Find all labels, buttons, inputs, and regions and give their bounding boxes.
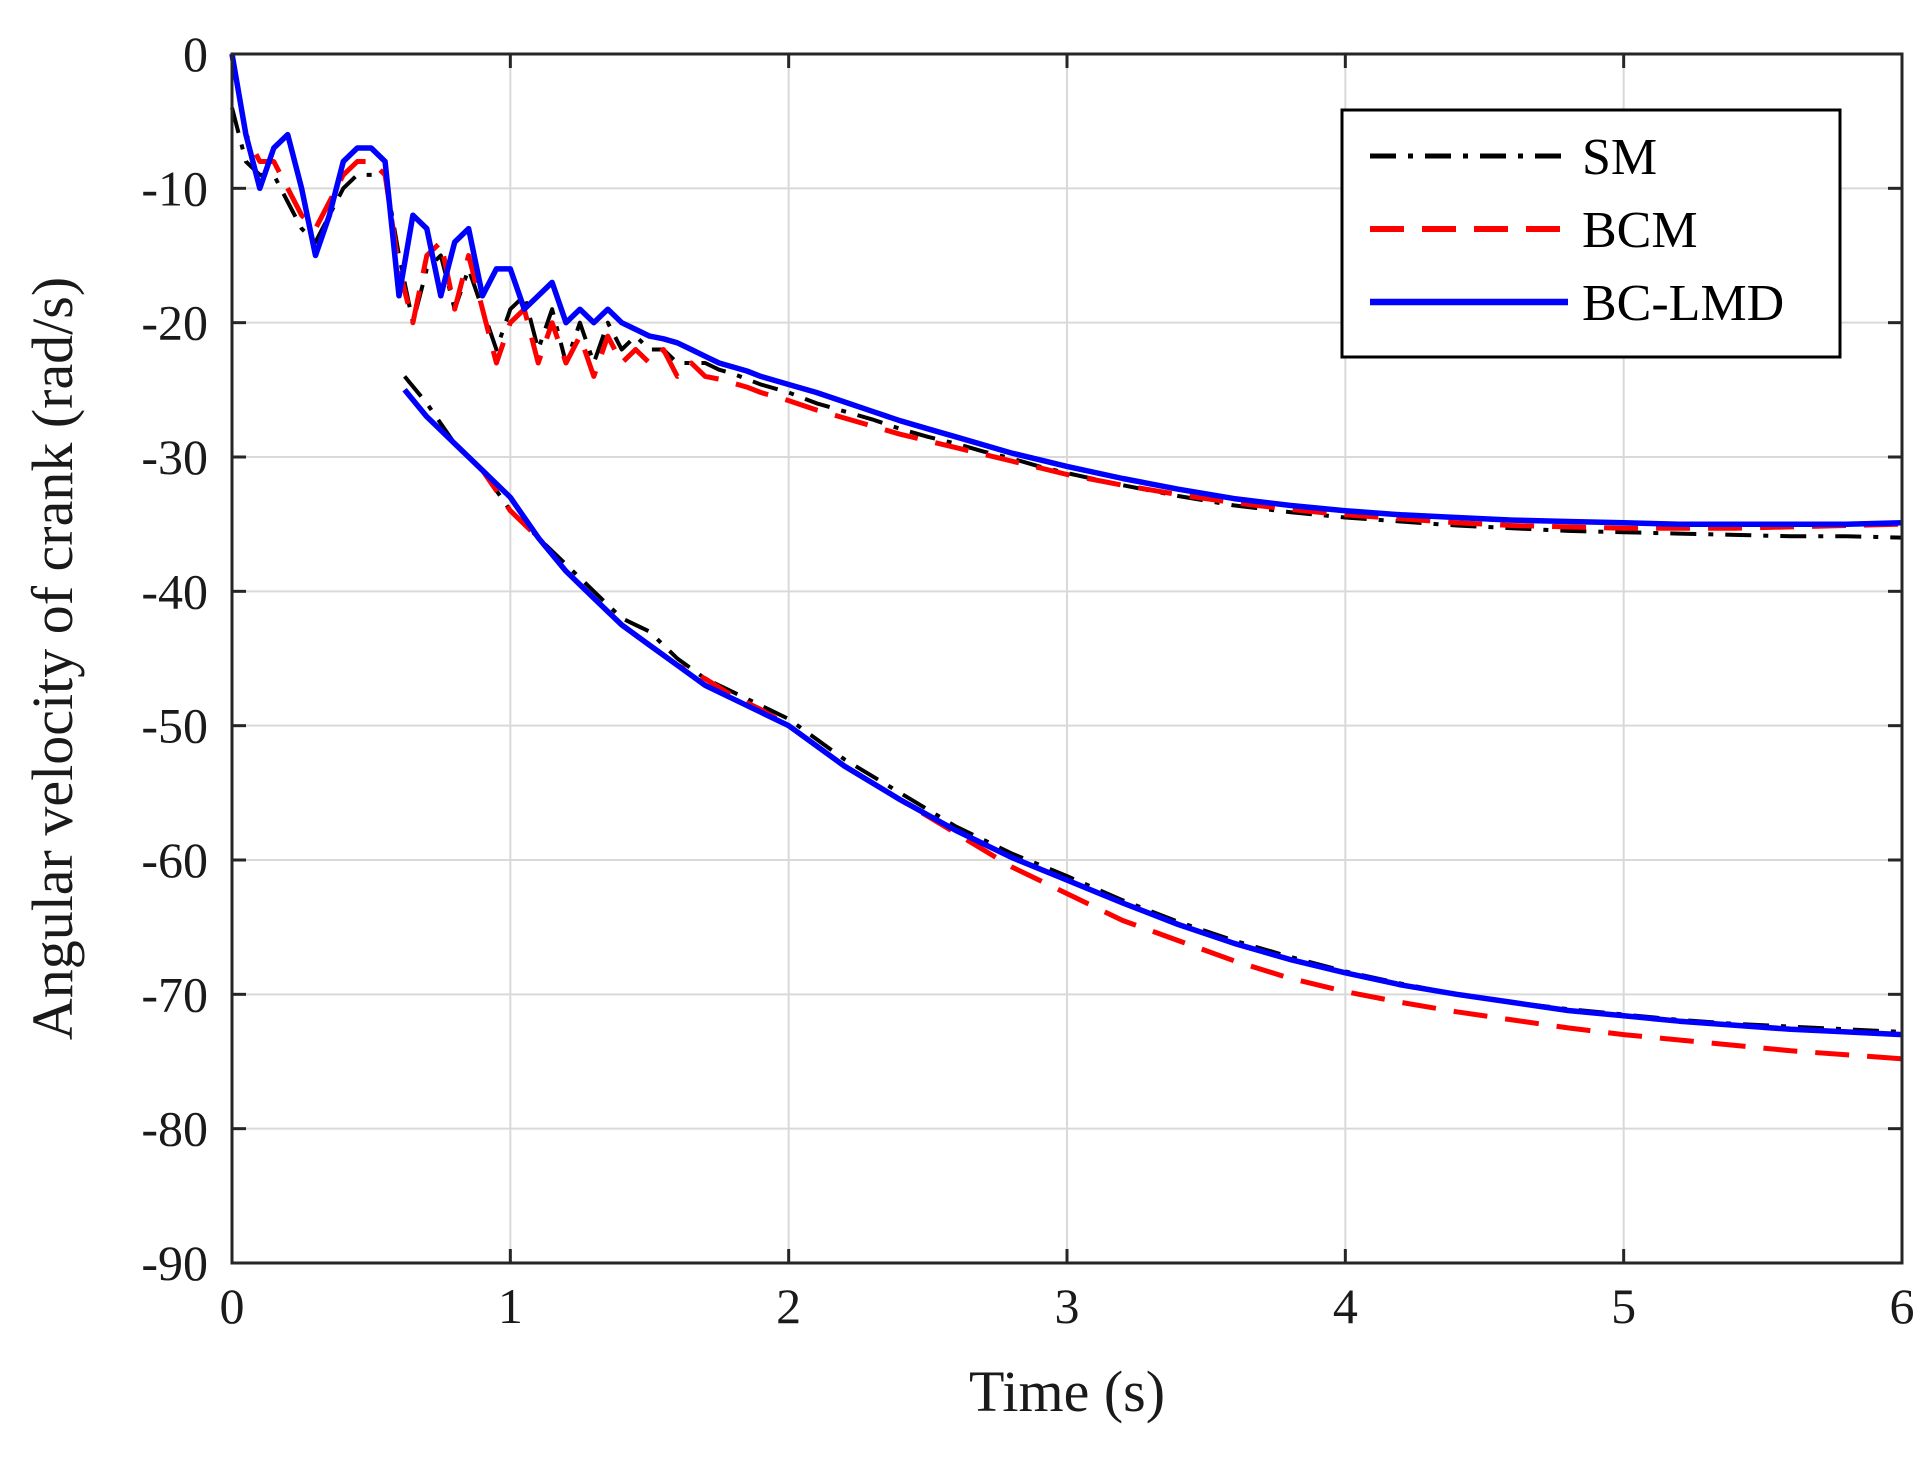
x-tick-label: 2 (776, 1278, 801, 1334)
legend-label-bc-lmd: BC-LMD (1582, 275, 1784, 332)
x-tick-label: 3 (1055, 1278, 1080, 1334)
legend-label-sm: SM (1582, 129, 1657, 186)
x-tick-label: 5 (1611, 1278, 1636, 1334)
x-tick-label: 4 (1333, 1278, 1358, 1334)
series-line-bc-lmd-branch-2 (402, 388, 1903, 1038)
y-tick-label: -30 (141, 429, 208, 485)
y-tick-label: -80 (141, 1101, 208, 1157)
series-line-sm-branch-1 (230, 107, 1903, 540)
legend: SM BCM BC-LMD (1340, 108, 1842, 359)
series-line-bc-lmd-branch-1 (229, 53, 1903, 527)
y-tick-label: -40 (141, 563, 208, 619)
legend-label-bcm: BCM (1582, 202, 1698, 259)
series-line-bcm-branch-1 (229, 53, 1903, 531)
series-bc-lmd (229, 53, 1903, 1038)
x-tick-label: 6 (1890, 1278, 1915, 1334)
y-tick-label: -70 (141, 966, 208, 1022)
y-axis-ticks: 0 -10 -20 -30 -40 -50 -60 -70 -80 -90 (141, 26, 1902, 1291)
y-axis-label: Angular velocity of crank (rad/s) (20, 277, 85, 1040)
x-tick-label: 0 (220, 1278, 245, 1334)
y-tick-label: 0 (183, 26, 208, 82)
x-tick-label: 1 (498, 1278, 523, 1334)
y-tick-label: -50 (141, 698, 208, 754)
y-tick-label: -20 (141, 295, 208, 351)
x-axis-ticks: 0 1 2 3 4 5 6 (220, 54, 1915, 1334)
y-tick-label: -10 (141, 160, 208, 216)
series-layer (229, 53, 1903, 1062)
y-tick-label: -60 (141, 832, 208, 888)
legend-box (1340, 108, 1842, 359)
y-tick-label: -90 (141, 1235, 208, 1291)
x-axis-label: Time (s) (969, 1359, 1165, 1424)
